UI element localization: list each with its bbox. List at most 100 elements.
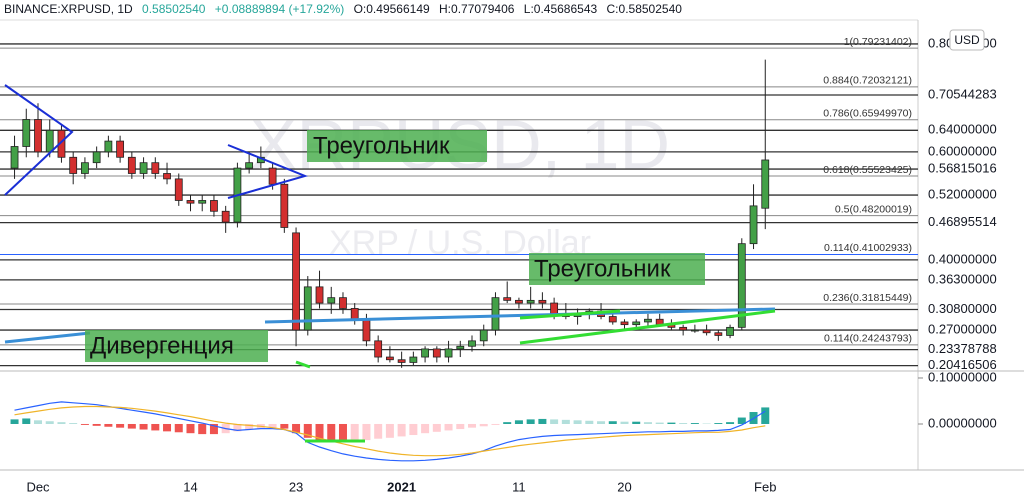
y-tick-label: 0.10000000 [928,369,997,384]
candle-body [421,348,429,358]
trend-line [264,307,776,324]
fib-label: 0.114(0.24243793) [824,333,912,345]
histogram-bar [561,419,570,424]
annotation: Треугольник [534,255,671,282]
histogram-bar [761,407,770,424]
histogram-bar [22,418,31,424]
candle-body [45,129,54,153]
histogram-bar [550,419,559,424]
candle-body [385,356,394,361]
candle-body [280,183,289,228]
trend-line [519,309,621,320]
candle-body [198,200,207,204]
candle-body [714,332,723,336]
histogram-bar [374,423,383,439]
histogram-bar [233,423,242,432]
candle-body [116,140,125,158]
histogram-bar [714,423,723,424]
histogram-bar [362,423,371,441]
candle-body [538,299,547,304]
fib-label: 0.5(0.48200019) [835,203,912,215]
candle-body [69,156,78,174]
candle-body [432,348,441,358]
histogram-bar [409,423,418,436]
histogram-bar [45,421,54,424]
candle-body [515,299,523,304]
annotation: Дивергенция [90,332,234,359]
y-tick-label: 0.52000000 [928,187,997,202]
candle-body [456,345,465,350]
histogram-bar [34,420,42,424]
candle-body [726,326,734,336]
histogram-bar [292,423,301,434]
x-tick-label: 20 [617,479,631,494]
histogram-bar [456,423,465,430]
candle-body [397,359,406,363]
candle-body [57,129,66,158]
histogram-bar [198,423,207,435]
candle-body [315,286,324,304]
histogram-bar [57,422,66,424]
histogram-bar [315,423,324,441]
macd-line [14,401,766,462]
histogram-bar [444,423,453,431]
candle-body [409,356,418,363]
y-tick-label: 0.46895514 [928,214,997,229]
x-tick-label: 14 [183,479,197,494]
histogram-bar [245,423,254,430]
candle-body [644,318,652,323]
histogram-bar [538,418,547,424]
open: O:0.49566149 [354,2,430,16]
histogram-bar [104,423,113,427]
header: BINANCE:XRPUSD, 1D 0.58502540 +0.0888989… [4,2,682,16]
y-tick-label: 0.70544283 [928,86,997,101]
histogram-bar [491,423,500,425]
candle-body [163,173,171,180]
histogram-bar [327,423,336,442]
annotation-box [85,330,268,362]
currency-badge [949,29,985,51]
candle-body [362,318,371,342]
histogram-bar [573,420,582,424]
histogram-bar [209,423,218,435]
annotation-box [529,253,705,285]
candle-body [620,321,629,326]
histogram-bar [268,423,277,428]
fib-label: 0.786(0.65949970) [823,108,912,120]
fib-label: 1(0.79231402) [844,36,912,48]
histogram-bar [397,423,406,437]
candle-body [245,162,254,169]
candle-body [737,243,746,328]
y-tick-label: 0.40000000 [928,251,997,266]
histogram-bar [174,423,183,433]
x-tick-label: 23 [289,479,303,494]
y-tick-label: 0.36300000 [928,271,997,286]
low: L:0.45686543 [524,2,598,16]
candle-body [339,297,347,309]
candle-body [22,119,31,147]
histogram-bar [468,423,477,428]
histogram-bar [92,423,101,426]
candle-body [702,329,711,334]
drawings [4,84,776,443]
x-tick-label: Dec [26,479,50,494]
candle-body [350,308,359,320]
annotation: Треугольник [313,132,450,159]
histogram-bar [116,423,125,428]
histogram-bar [679,423,688,424]
triangle-drawing [227,144,309,199]
y-tick-label: 0.56815016 [928,161,997,176]
fib-label: 0.618(0.55523425) [823,164,912,176]
candle-body [608,316,617,323]
x-tick-label: 11 [512,479,526,494]
histogram-bar [139,423,148,430]
histogram-bar [163,423,172,432]
histogram-bar [80,423,89,425]
fib-label: 0.236(0.31815449) [823,292,912,304]
histogram-bar [432,423,441,432]
currency: USD [954,33,980,47]
candle-body [210,200,218,212]
fib-label: 0.114(0.41002933) [824,242,912,254]
histogram-bar [585,420,594,424]
